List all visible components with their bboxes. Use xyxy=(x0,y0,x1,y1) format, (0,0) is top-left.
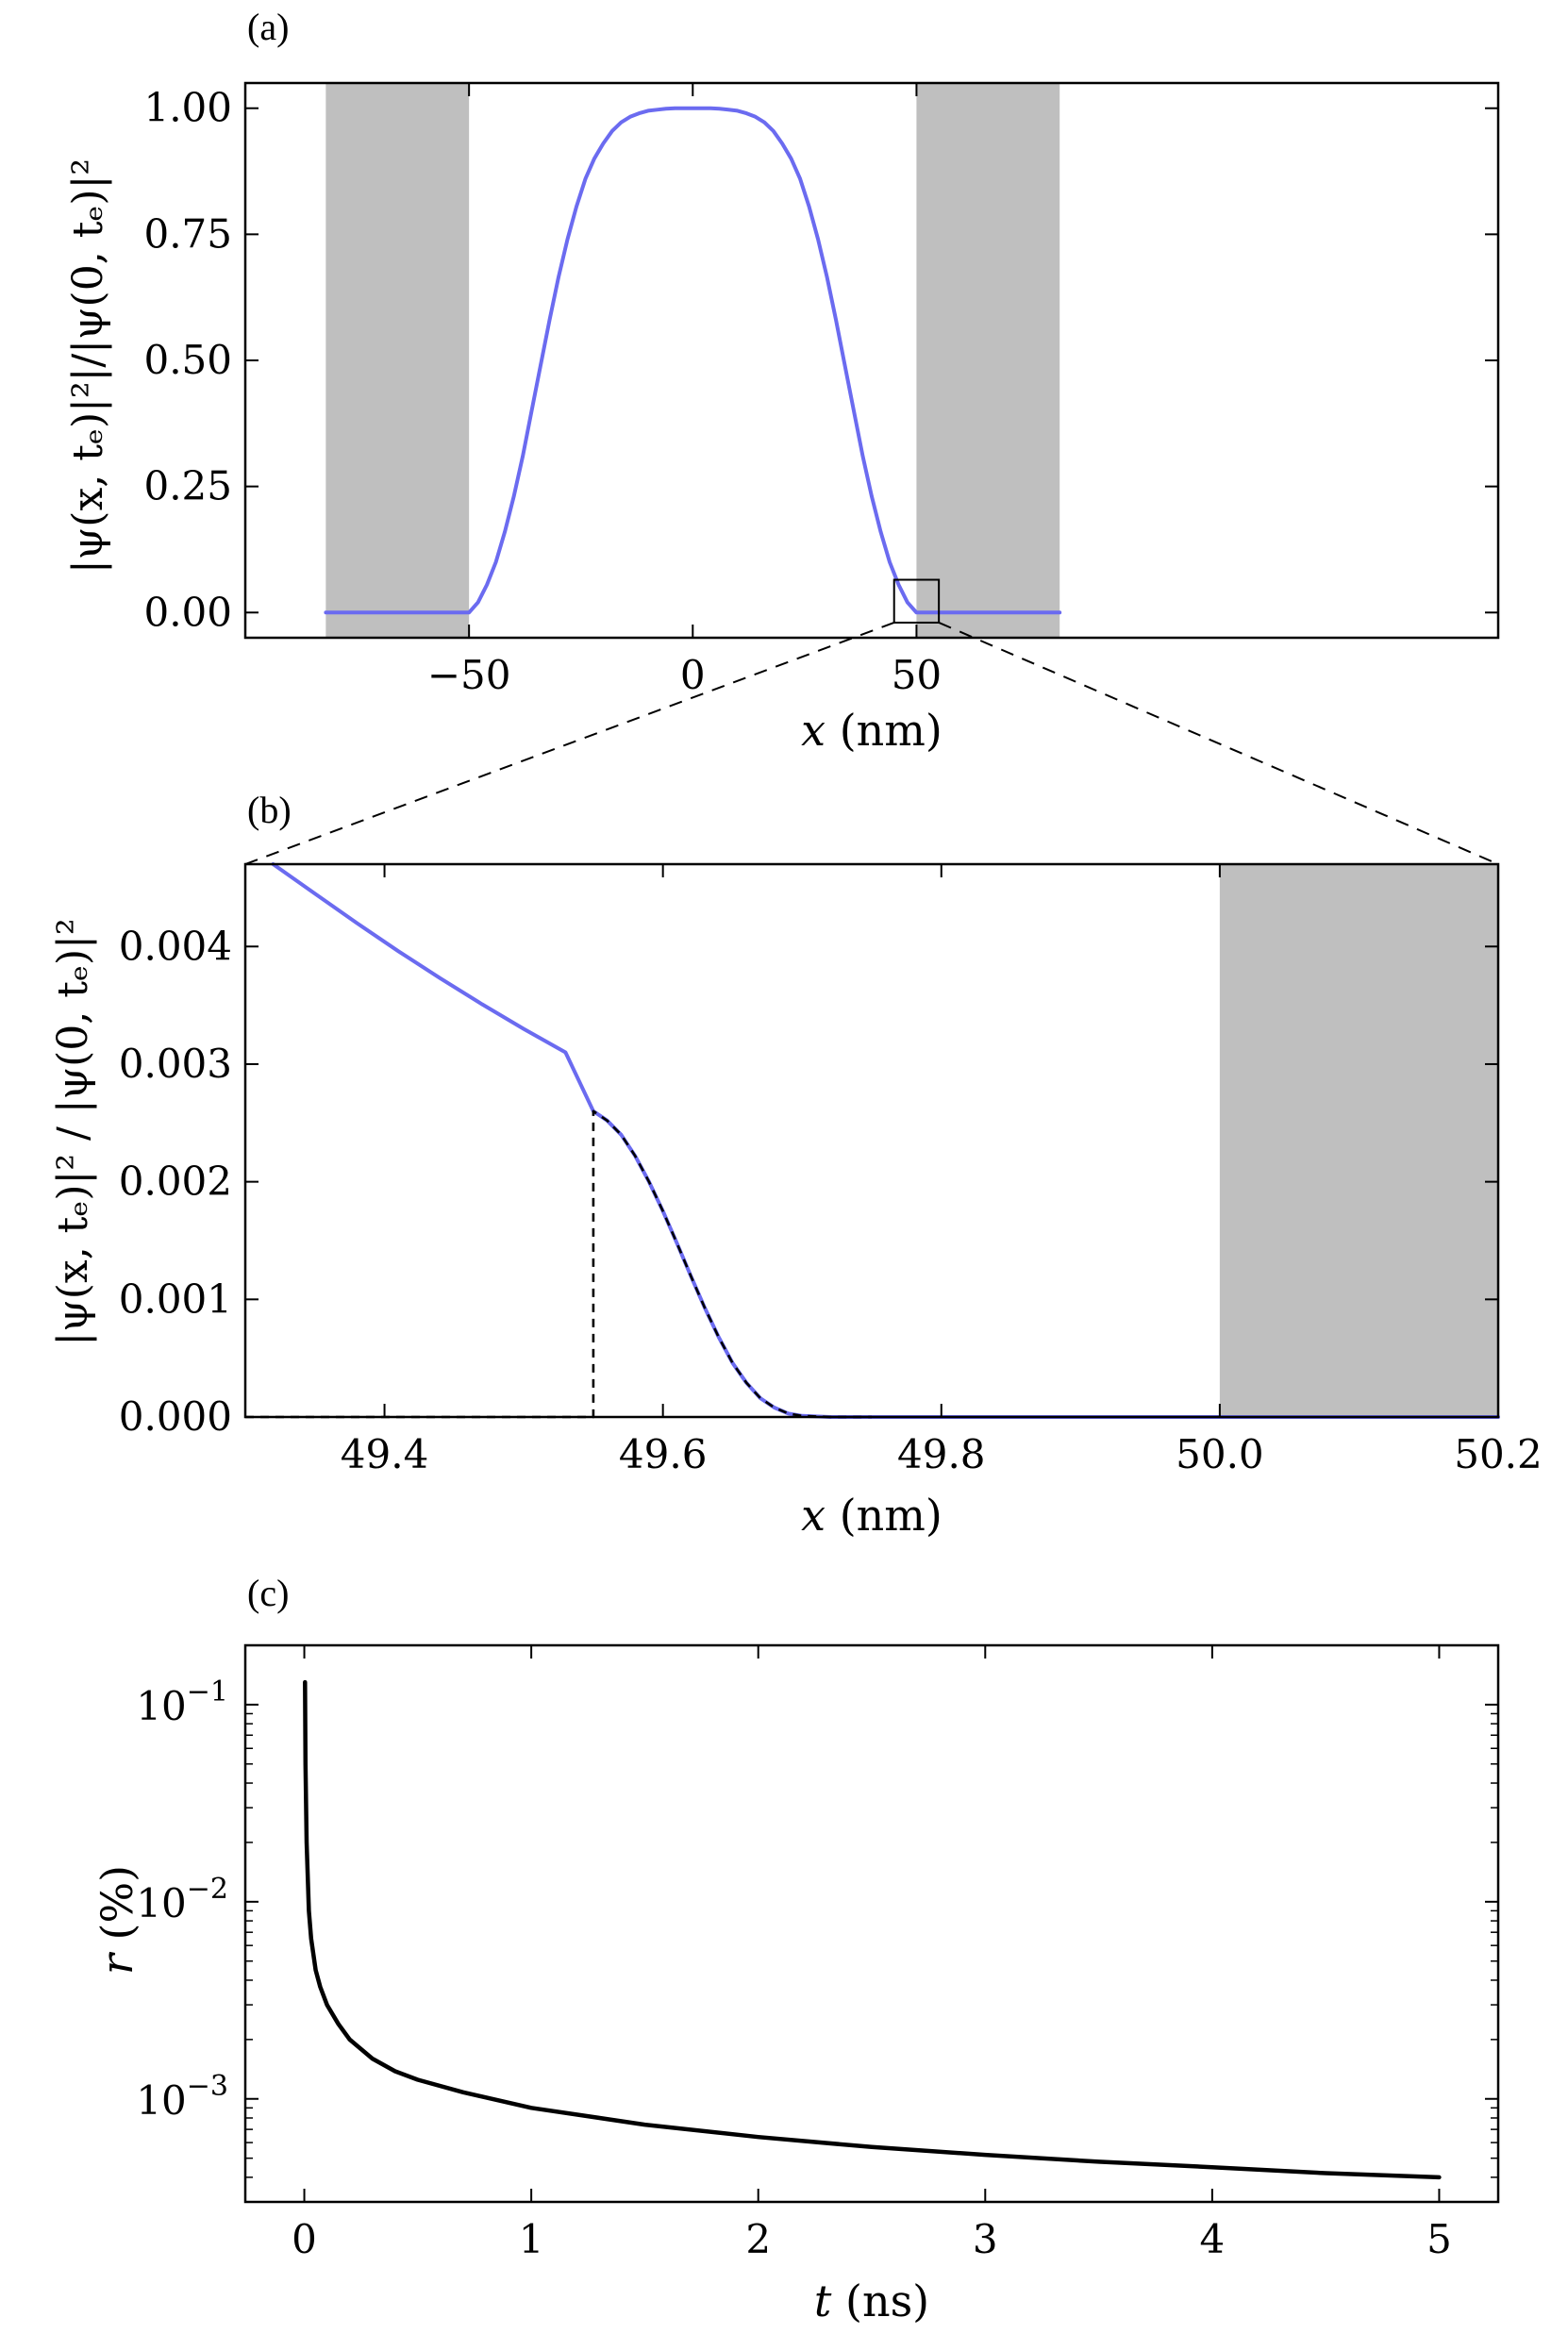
panel-a-x-ticks: −50 0 50 xyxy=(427,83,942,698)
panel-b-x-axis-label: x (nm) xyxy=(801,1490,942,1541)
panel-a-x-tick-label: 50 xyxy=(892,652,942,698)
panel-c-y-ticks: 10−3 10−2 10−1 xyxy=(136,1644,1498,2203)
panel-b-shaded-regions xyxy=(1219,864,1498,1417)
panel-a-y-tick-label: 0.50 xyxy=(143,337,232,383)
panel-c-series xyxy=(303,1679,1442,2180)
panel-b-label: (b) xyxy=(247,789,292,831)
panel-b-x-tick-label: 50.2 xyxy=(1454,1431,1543,1477)
panel-b-y-tick-label: 0.000 xyxy=(119,1393,232,1440)
panel-a-shaded-region xyxy=(916,83,1060,638)
panel-b-y-tick-label: 0.003 xyxy=(119,1041,232,1087)
panel-a-x-tick-label: −50 xyxy=(427,652,511,698)
panel-b-y-tick-label: 0.002 xyxy=(119,1159,232,1205)
panel-b-y-tick-label: 0.001 xyxy=(119,1275,232,1322)
panel-b-series-line-2 xyxy=(245,1109,872,1419)
panel-a-series-line-1 xyxy=(324,106,1062,615)
panel-a-inset-box xyxy=(892,578,941,624)
panel-b-y-axis-label: |ψ(x, tₑ)|² / |ψ(0, tₑ)|² xyxy=(49,918,97,1345)
panel-a-x-tick-label: 0 xyxy=(680,652,706,698)
panel-c-y-tick-label: 10−3 xyxy=(136,2070,228,2124)
panel-c-x-ticks: 0 1 2 3 4 5 xyxy=(292,1645,1452,2262)
zoom-connectors xyxy=(244,622,1499,865)
panel-a-shaded-regions xyxy=(325,83,1060,638)
panel-c: (c) 0 1 2 3 4 5 10−3 10−2 10−1 t (ns) r (%) xyxy=(92,1572,1500,2326)
panel-a-y-tick-label: 0.75 xyxy=(143,210,232,257)
panel-c-x-tick-label: 2 xyxy=(745,2216,771,2262)
panel-a-y-axis-label: |ψ(x, tₑ)|²|/|ψ(0, tₑ)|² xyxy=(64,158,112,574)
panel-c-x-tick-label: 0 xyxy=(292,2216,317,2262)
panel-c-x-tick-label: 3 xyxy=(973,2216,998,2262)
panel-c-y-tick-label: 10−2 xyxy=(136,1873,228,1926)
panel-a: (a) −50 0 50 0.00 0.25 0.50 0.75 1.00 x (nm) |… xyxy=(64,6,1500,756)
panel-a-y-tick-label: 1.00 xyxy=(143,85,232,131)
panel-a-y-tick-label: 0.25 xyxy=(143,463,232,509)
panel-c-x-tick-label: 5 xyxy=(1426,2216,1452,2262)
panel-b-x-ticks: 49.4 49.6 49.8 50.0 50.2 xyxy=(341,864,1543,1477)
panel-a-x-axis-label: x (nm) xyxy=(801,705,942,756)
panel-c-x-tick-label: 4 xyxy=(1200,2216,1226,2262)
panel-c-x-axis-label: t (ns) xyxy=(814,2276,929,2326)
panel-b-x-tick-label: 50.0 xyxy=(1176,1431,1264,1477)
panel-b: (b) 49.4 49.6 49.8 50.0 50.2 0.000 0.001 0.002… xyxy=(49,789,1543,1541)
panel-a-series xyxy=(324,106,1062,615)
panel-b-frame xyxy=(243,862,1500,1419)
panel-a-shaded-region xyxy=(325,83,470,638)
panel-a-label: (a) xyxy=(247,6,289,48)
panel-c-y-tick-label: 10−1 xyxy=(136,1675,228,1729)
panel-c-frame xyxy=(243,1643,1500,2204)
panel-a-y-tick-label: 0.00 xyxy=(143,589,232,635)
panel-c-y-axis-label: r (%) xyxy=(92,1865,142,1975)
panel-b-shaded-region xyxy=(1219,864,1498,1417)
panel-a-y-ticks: 0.00 0.25 0.50 0.75 1.00 xyxy=(143,85,1498,635)
panel-b-y-ticks: 0.000 0.001 0.002 0.003 0.004 xyxy=(119,923,1498,1440)
panel-b-y-tick-label: 0.004 xyxy=(119,923,232,969)
panel-c-series-line-1 xyxy=(303,1679,1442,2180)
panel-c-label: (c) xyxy=(247,1572,289,1614)
panel-c-x-tick-label: 1 xyxy=(519,2216,544,2262)
panel-b-x-tick-label: 49.8 xyxy=(897,1431,986,1477)
panel-b-x-tick-label: 49.4 xyxy=(341,1431,429,1477)
panel-b-x-tick-label: 49.6 xyxy=(619,1431,708,1477)
